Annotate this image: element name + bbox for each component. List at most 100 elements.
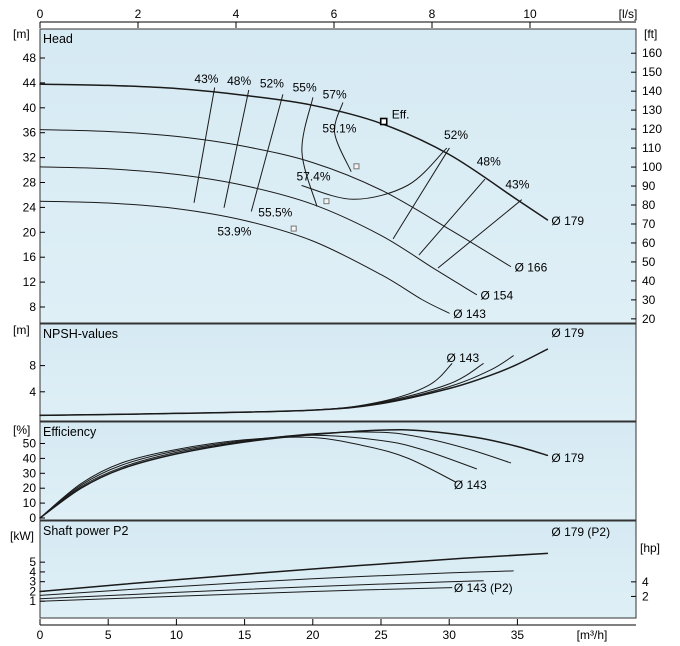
head-right-tick-label: 110 [642,141,661,155]
p2-left-tick-label: 2 [29,584,36,598]
iso-efficiency-line [392,147,450,239]
head-left-tick-label: 48 [23,51,37,65]
head-right-tick-label: 140 [642,84,662,98]
eff-left-unit: [%] [13,423,30,437]
efficiency-curve [39,428,549,519]
head-right-tick-label: 20 [642,312,656,326]
panel-frame-head [39,28,637,324]
efficiency-curve [39,436,457,519]
eff-left-tick-label: 30 [23,466,37,480]
head-left-tick-label: 16 [23,250,37,264]
head-curve-label: Ø 166 [515,261,548,275]
p2-left-unit: [kW] [10,529,34,543]
bottom-axis-tick-label: 10 [170,628,184,642]
bottom-axis-unit: [m³/h] [577,628,608,642]
shaft-power-curve [39,587,453,602]
head-left-tick-label: 36 [23,126,37,140]
eff-label-179: Ø 179 [551,451,584,465]
bep-label: Eff. [392,107,410,121]
panel-title-power: Shaft power P2 [43,524,129,538]
iso-efficiency-label: 52% [260,76,284,90]
head-right-tick-label: 50 [642,255,656,269]
head-right-tick-label: 150 [642,65,662,79]
iso-efficiency-label: 55% [293,81,317,95]
iso-efficiency-line [301,97,318,207]
head-curve [39,129,512,267]
head-left-tick-label: 32 [23,151,37,165]
iso-efficiency-label: 48% [477,155,501,169]
top-axis-tick-label: 6 [331,7,338,21]
p2-right-tick-label: 2 [642,589,649,603]
shaft-power-curve [39,570,514,596]
head-curve [39,83,549,221]
shaft-power-curve [39,580,484,600]
iso-efficiency-line [250,94,284,212]
head-right-tick-label: 90 [642,179,656,193]
head-left-tick-label: 20 [23,225,37,239]
bottom-axis-tick-label: 0 [37,628,44,642]
eff-left-tick-label: 10 [23,496,37,510]
iso-efficiency-label: 57% [323,87,347,101]
head-right-unit: [ft] [644,27,657,41]
top-axis-tick-label: 4 [233,7,240,21]
top-axis-tick-label: 0 [37,7,44,21]
bep-label: 53.9% [217,224,251,238]
p2-left-tick-label: 5 [29,555,36,569]
head-curve-label: Ø 154 [480,289,513,303]
p2-left-tick-label: 3 [29,575,36,589]
npsh-left-unit: [m] [13,323,30,337]
p2-left-tick-label: 4 [29,565,36,579]
npsh-curve [39,363,453,416]
head-curve-label: Ø 179 [551,214,584,228]
head-left-tick-label: 28 [23,176,37,190]
head-right-tick-label: 130 [642,103,662,117]
head-left-unit: [m] [13,27,30,41]
p2-label-179: Ø 179 (P2) [551,525,610,539]
efficiency-curve [39,434,477,519]
panel-frame-power [39,520,637,619]
bottom-axis-tick-label: 20 [306,628,320,642]
npsh-left-tick-label: 8 [29,359,36,373]
iso-efficiency-loop [301,147,447,200]
panel-title-efficiency: Efficiency [43,425,97,439]
head-curve [39,200,450,314]
eff-left-tick-label: 20 [23,481,37,495]
npsh-left-tick-label: 4 [29,385,36,399]
iso-efficiency-line [193,87,216,203]
top-axis-tick-label: 2 [135,7,142,21]
head-right-tick-label: 70 [642,217,656,231]
bottom-axis-tick-label: 25 [374,628,388,642]
bep-marker [353,163,360,170]
bep-marker [323,198,330,205]
bep-marker [290,225,297,232]
iso-efficiency-line [223,89,250,208]
iso-efficiency-line [334,102,352,172]
panel-title-head: Head [43,32,73,46]
iso-efficiency-line [437,199,522,269]
head-right-tick-label: 30 [642,293,656,307]
npsh-label-179: Ø 179 [551,326,584,340]
bep-label: 57.4% [297,170,331,184]
panel-title-npsh: NPSH-values [43,327,118,341]
p2-right-tick-label: 4 [642,575,649,589]
head-right-tick-label: 160 [642,46,662,60]
bep-marker [379,117,388,126]
eff-label-143: Ø 143 [454,478,487,492]
top-axis-tick-label: 10 [523,7,537,21]
head-curve-label: Ø 143 [453,307,486,321]
head-right-tick-label: 80 [642,198,656,212]
head-right-tick-label: 100 [642,160,662,174]
panel-frame-npsh [39,323,637,422]
head-left-tick-label: 12 [23,275,37,289]
npsh-label-143: Ø 143 [446,351,479,365]
eff-left-tick-label: 0 [29,511,36,525]
head-right-tick-label: 120 [642,122,662,136]
iso-efficiency-label: 52% [444,128,468,142]
bottom-axis-tick-label: 5 [105,628,112,642]
head-right-tick-label: 40 [642,274,656,288]
head-curve [39,166,477,296]
shaft-power-curve [39,552,549,593]
p2-label-143: Ø 143 (P2) [454,581,513,595]
